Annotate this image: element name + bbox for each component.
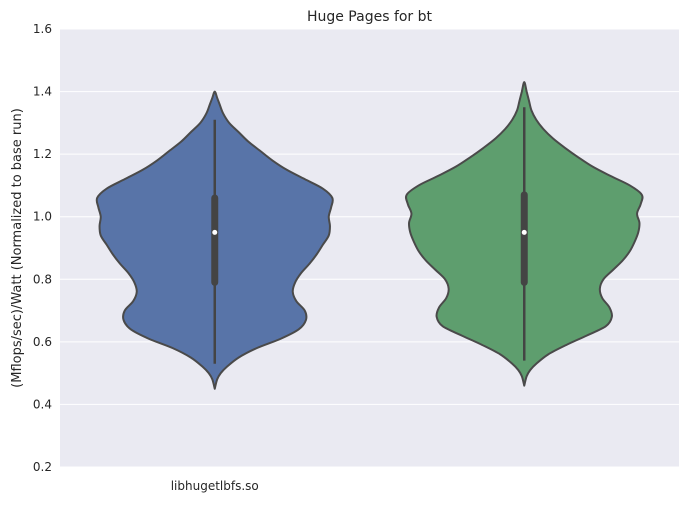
y-tick-labels: 0.2 0.4 0.6 0.8 1.0 1.2 1.4 1.6 xyxy=(33,22,52,474)
violin-2 xyxy=(404,81,644,387)
violin-median-point xyxy=(212,229,218,235)
y-tick-label: 1.0 xyxy=(33,210,52,224)
violins xyxy=(95,81,644,390)
violin-median-point xyxy=(521,229,527,235)
y-tick-label: 0.4 xyxy=(33,397,52,411)
y-tick-label: 0.8 xyxy=(33,272,52,286)
y-tick-label: 0.6 xyxy=(33,335,52,349)
x-tick-label: libhugetlbfs.so xyxy=(171,479,259,493)
y-tick-label: 0.2 xyxy=(33,460,52,474)
violin-1 xyxy=(95,90,334,390)
y-tick-label: 1.6 xyxy=(33,22,52,36)
y-axis-label: (Mflops/sec)/Watt (Normalized to base ru… xyxy=(10,108,25,388)
y-tick-label: 1.4 xyxy=(33,85,52,99)
chart-title: Huge Pages for bt xyxy=(307,9,433,25)
y-tick-label: 1.2 xyxy=(33,147,52,161)
x-tick-labels: libhugetlbfs.so xyxy=(171,479,259,493)
